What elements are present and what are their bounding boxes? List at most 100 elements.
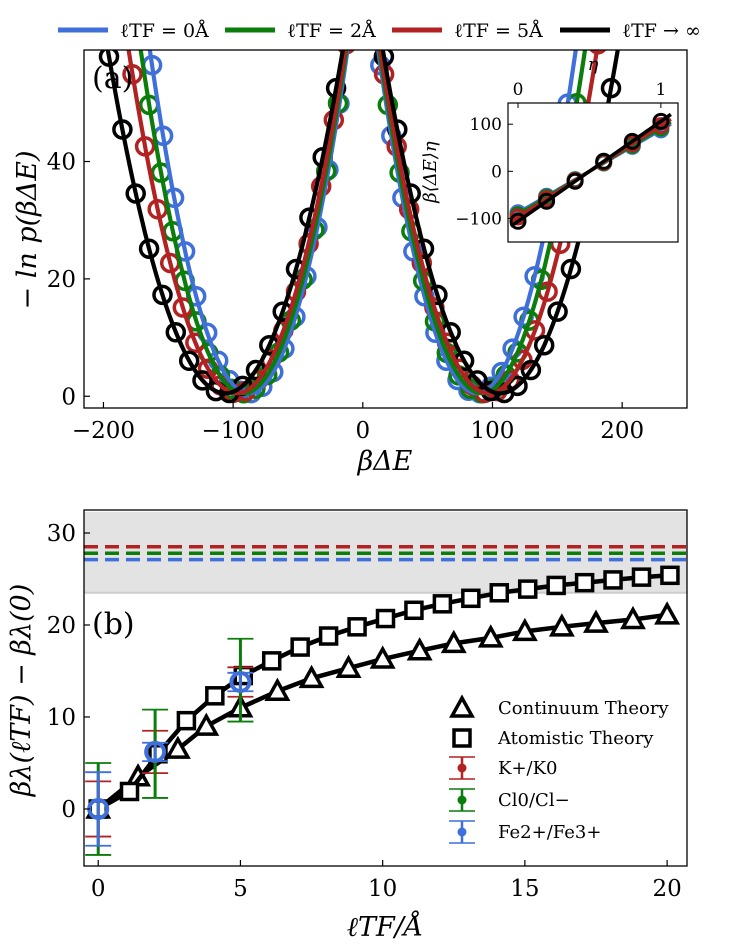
panel-b-legend: Continuum Theory Atomistic Theory K+/K0 Cl0… [449, 694, 669, 844]
panel-a-marker [192, 370, 213, 391]
panel-a-ytick-label: 20 [47, 267, 76, 293]
legend-label-1: Atomistic Theory [497, 728, 654, 749]
inset-xlabel: η [588, 54, 599, 75]
panel-b-ytick-label: 20 [47, 613, 76, 639]
atomistic-marker [290, 637, 310, 657]
panel-a-xtick-label: −200 [72, 418, 135, 444]
panel-a-ytick-label: 0 [61, 384, 76, 410]
panel-b-label: (b) [92, 607, 135, 642]
inset-plot: 0 1 −100 0 100 η β⟨ΔE⟩η [420, 54, 679, 243]
panel-a-marker [520, 359, 542, 381]
atomistic-marker [546, 575, 566, 596]
panel-a-marker [152, 284, 173, 306]
panel-a-marker [533, 334, 555, 356]
panel-a-xtick-label: 100 [471, 418, 515, 444]
atomistic-marker [432, 594, 453, 614]
atomistic-marker [119, 781, 140, 802]
inset-marker [566, 172, 584, 190]
inset-ylabel: β⟨ΔE⟩η [420, 141, 441, 204]
continuum-marker [654, 601, 681, 625]
inset-line-3 [509, 112, 672, 228]
panel-a-plot-area [98, 2, 622, 404]
top-legend-label-1: ℓTF = 2Å [287, 20, 376, 42]
atomistic-marker [375, 608, 396, 629]
inset-xtick-label: 0 [513, 80, 524, 100]
panel-b-frame [83, 509, 688, 867]
fe-marker [229, 671, 252, 694]
continuum-marker [511, 617, 538, 642]
top-legend-label-0: ℓTF = 0Å [120, 20, 209, 42]
continuum-marker [164, 735, 191, 759]
panel-a-ticks: −200 −100 0 100 200 0 20 40 [47, 150, 644, 444]
inset-marker [595, 152, 613, 170]
panel-a-series [98, 2, 622, 404]
panel-a-curve-0-0 [147, 50, 350, 396]
panel-a-marker [560, 258, 582, 280]
atomistic-marker [574, 572, 595, 593]
atomistic-marker [347, 617, 367, 637]
panel-a-marker [138, 238, 160, 259]
legend-label-2: K+/K0 [498, 758, 558, 779]
panel-a-marker [547, 301, 568, 322]
atomistic-marker [603, 570, 623, 590]
inset-marker [509, 212, 527, 230]
continuum-marker [406, 637, 433, 661]
continuum-marker [548, 613, 575, 637]
legend-label-0: Continuum Theory [498, 698, 669, 719]
panel-b-ticks: 0 5 10 15 20 0 10 20 30 [47, 521, 682, 902]
inset-frame [507, 102, 679, 243]
continuum-marker [477, 624, 504, 648]
legend-label-3: Cl0/Cl− [498, 790, 570, 811]
panel-a-xlabel: βΔE [357, 446, 413, 477]
atomistic-marker [631, 567, 652, 587]
atomistic-marker [205, 686, 225, 706]
panel-b-ytick-label: 30 [47, 521, 76, 547]
atomistic-marker [660, 565, 680, 586]
inset-ytick-label: 100 [470, 115, 502, 135]
atomistic-marker [489, 583, 510, 603]
panel-a-xtick-label: 200 [600, 418, 644, 444]
continuum-marker [440, 629, 467, 654]
legend-dot-2 [457, 827, 467, 837]
panel-a-marker [178, 350, 200, 372]
panel-a-curve-3-0 [105, 50, 345, 396]
inset-marker [538, 192, 556, 210]
continuum-marker [193, 712, 220, 736]
inset-marker [652, 112, 670, 130]
panel-b-xlabel: ℓTF/Å [347, 910, 424, 943]
atomistic-marker [404, 600, 424, 621]
continuum-marker [619, 605, 646, 630]
top-legend-label-3: ℓTF → ∞ [622, 20, 701, 42]
continuum-marker [264, 677, 291, 701]
panel-b-xtick-label: 5 [233, 876, 248, 902]
panel-a-frame [83, 49, 688, 409]
atomistic-marker [318, 626, 339, 646]
atomistic-marker [517, 579, 538, 599]
panel-a-ytick-label: 40 [47, 150, 76, 176]
panel-b-ytick-label: 0 [61, 797, 76, 823]
panel-b-xtick-label: 15 [510, 876, 539, 902]
panel-a-xtick-label: 0 [355, 418, 370, 444]
inset-plot-area [509, 112, 672, 230]
top-legend: ℓTF = 0Å ℓTF = 2Å ℓTF = 5Å ℓTF → ∞ [58, 20, 701, 42]
panel-b-ylabel: βλ(ℓTF) − βλ(0) [6, 584, 37, 798]
panel-a-marker [341, 2, 358, 19]
panel-b-xtick-label: 0 [91, 876, 106, 902]
panel-b-xtick-label: 20 [652, 876, 681, 902]
legend-dot-0 [457, 763, 467, 773]
continuum-marker [369, 645, 396, 669]
panel-a-label: (a) [92, 61, 133, 96]
fe-marker [144, 740, 167, 763]
panel-b-ytick-label: 10 [47, 705, 76, 731]
inset-ytick-label: 0 [491, 162, 502, 182]
atomistic-marker [261, 651, 282, 671]
continuum-marker [583, 609, 609, 633]
panel-b-plot-area [84, 511, 687, 856]
legend-triangle-icon [449, 694, 475, 718]
panel-b-xtick-label: 10 [368, 876, 397, 902]
inset-ytick-label: −100 [455, 209, 502, 229]
legend-label-4: Fe2+/Fe3+ [498, 822, 601, 843]
panel-a-marker [507, 375, 528, 397]
top-legend-label-2: ℓTF = 5Å [454, 20, 543, 42]
